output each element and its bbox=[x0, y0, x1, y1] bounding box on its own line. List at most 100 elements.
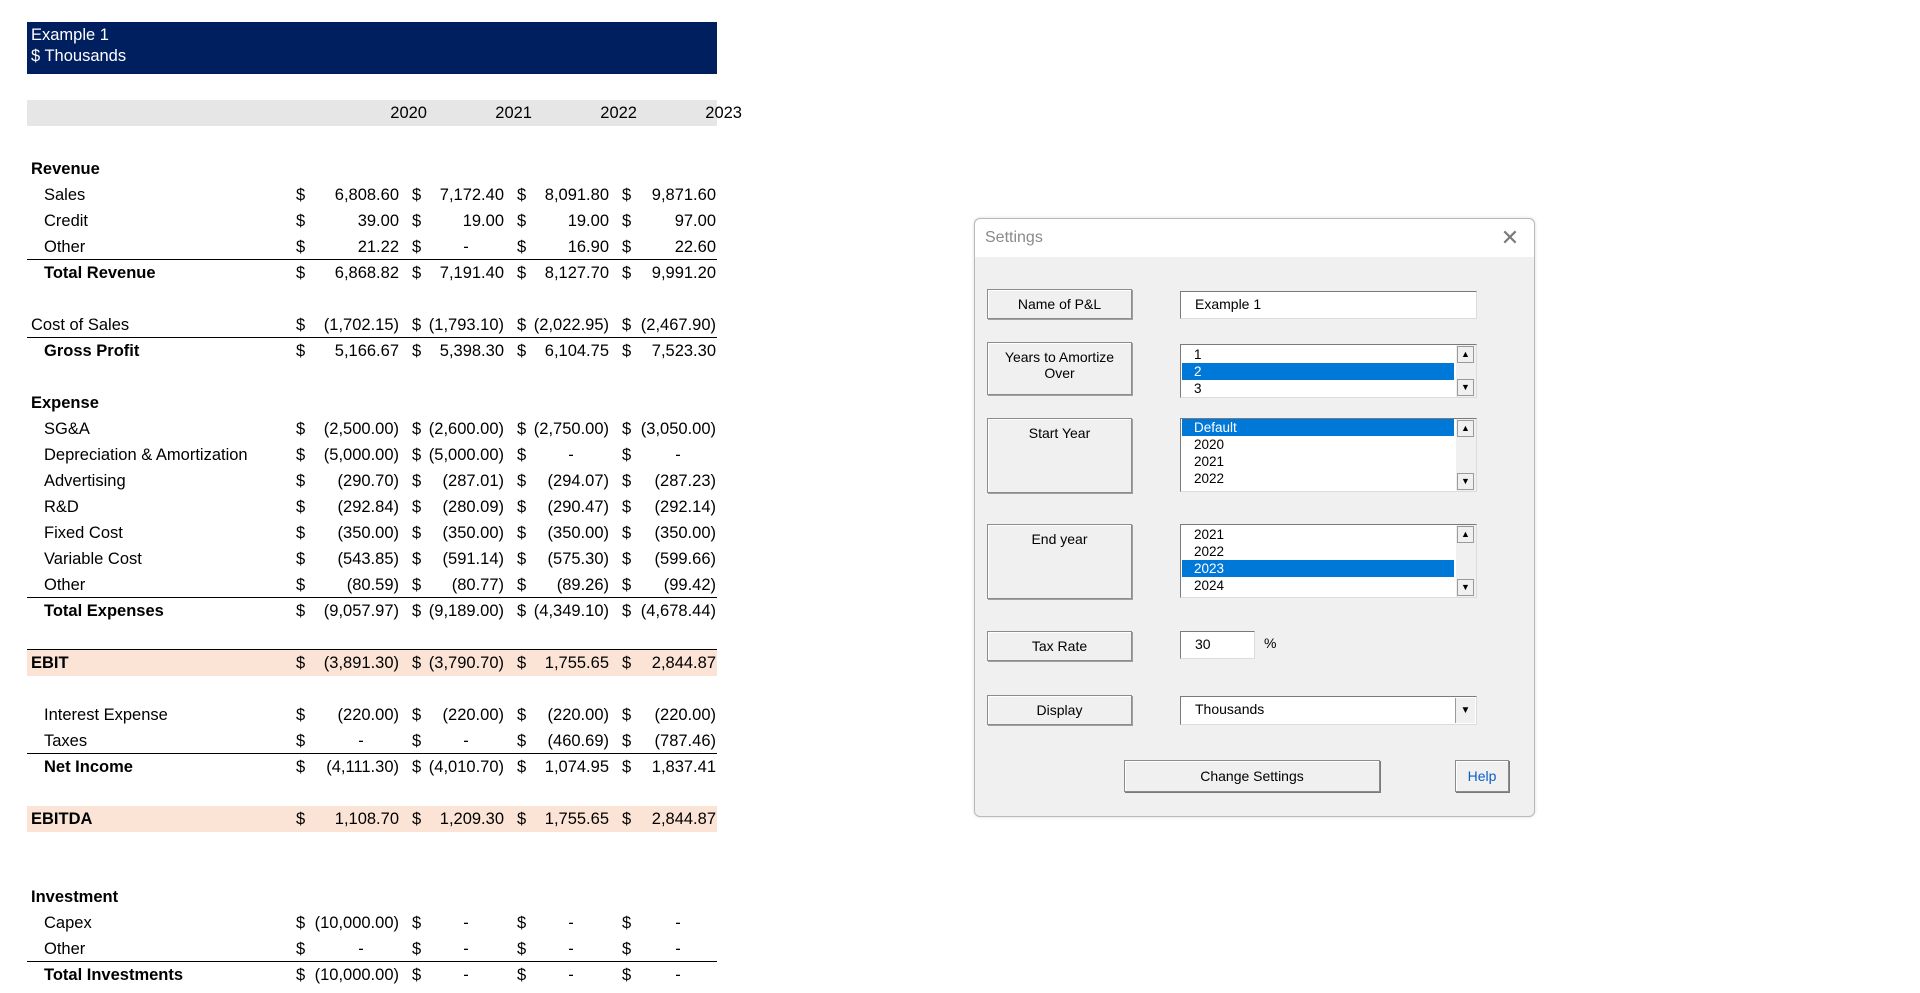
scroll-down-arrow-icon[interactable]: ▼ bbox=[1457, 579, 1474, 596]
display-value: Thousands bbox=[1195, 701, 1265, 717]
table-row: EBITDA $1,108.70 $1,209.30 $1,755.65 $2,844.… bbox=[27, 806, 717, 832]
scroll-up-arrow-icon[interactable]: ▲ bbox=[1457, 526, 1474, 543]
dropdown-arrow-icon[interactable]: ▼ bbox=[1455, 698, 1475, 723]
row-label: Total Investments bbox=[44, 966, 184, 984]
table-row: Other $ (80.59) $ (80.77) $ (89.26) $ (99.42) bbox=[27, 572, 717, 598]
year-2021: 2021 bbox=[495, 104, 532, 122]
cell-value: (3,790.70) bbox=[428, 654, 504, 672]
scroll-down-arrow-icon[interactable]: ▼ bbox=[1457, 379, 1474, 396]
currency-symbol: $ bbox=[517, 966, 527, 984]
list-item[interactable]: 2022 bbox=[1194, 544, 1225, 559]
currency-symbol: $ bbox=[296, 706, 306, 724]
currency-symbol: $ bbox=[412, 732, 422, 750]
cell-value: (292.14) bbox=[654, 498, 716, 516]
currency-symbol: $ bbox=[296, 342, 306, 360]
row-label: Taxes bbox=[44, 732, 88, 750]
display-label: Display bbox=[987, 695, 1132, 725]
currency-symbol: $ bbox=[622, 446, 632, 464]
row-label: Cost of Sales bbox=[31, 316, 130, 334]
currency-symbol: $ bbox=[517, 654, 527, 672]
tax-rate-input[interactable]: 30 bbox=[1180, 631, 1255, 659]
close-icon[interactable]: ✕ bbox=[1500, 225, 1520, 250]
cell-value: 9,991.20 bbox=[651, 264, 716, 282]
list-item[interactable]: 2022 bbox=[1194, 471, 1225, 486]
list-item[interactable]: 2 bbox=[1182, 363, 1454, 380]
cell-value: (290.47) bbox=[547, 498, 609, 516]
cell-value: 21.22 bbox=[357, 238, 399, 256]
settings-dialog: Settings ✕ Name of P&L Example 1 Years t… bbox=[974, 218, 1535, 817]
row-label: Capex bbox=[44, 914, 92, 932]
cell-value: 1,108.70 bbox=[334, 810, 399, 828]
currency-symbol: $ bbox=[517, 758, 527, 776]
table-row: Variable Cost $ (543.85) $ (591.14) $ (575.30)… bbox=[27, 546, 717, 572]
cell-value: 2,844.87 bbox=[651, 810, 716, 828]
cell-value: - bbox=[463, 914, 469, 932]
currency-symbol: $ bbox=[622, 498, 632, 516]
currency-symbol: $ bbox=[412, 810, 422, 828]
row-label: Credit bbox=[44, 212, 89, 230]
section-header: Expense bbox=[27, 390, 717, 416]
table-row: Advertising $ (290.70) $ (287.01) $ (294.07) $ (… bbox=[27, 468, 717, 494]
end-year-scrollbar[interactable]: ▲ ▼ bbox=[1456, 525, 1476, 597]
currency-symbol: $ bbox=[517, 186, 527, 204]
cell-value: 7,191.40 bbox=[439, 264, 504, 282]
list-item[interactable]: Default bbox=[1182, 419, 1454, 436]
currency-symbol: $ bbox=[412, 186, 422, 204]
list-item[interactable]: 3 bbox=[1194, 381, 1202, 396]
scroll-up-arrow-icon[interactable]: ▲ bbox=[1457, 346, 1474, 363]
currency-symbol: $ bbox=[412, 498, 422, 516]
list-item[interactable]: 2021 bbox=[1194, 527, 1225, 542]
cell-value: (3,050.00) bbox=[640, 420, 716, 438]
cell-value: - bbox=[358, 732, 364, 750]
list-item[interactable]: 2023 bbox=[1182, 560, 1454, 577]
table-row: Net Income $ (4,111.30) $ (4,010.70) $1,074.9… bbox=[27, 753, 717, 780]
start-year-listbox[interactable]: 2022 2021 2020 Default ▲ ▼ bbox=[1180, 418, 1477, 492]
cell-value: - bbox=[675, 446, 681, 464]
end-year-listbox[interactable]: 2024 2023 2022 2021 ▲ ▼ bbox=[1180, 524, 1477, 598]
change-settings-button[interactable]: Change Settings bbox=[1124, 760, 1380, 792]
currency-symbol: $ bbox=[517, 602, 527, 620]
display-combobox[interactable]: Thousands ▼ bbox=[1180, 696, 1477, 725]
cell-value: (1,702.15) bbox=[323, 316, 399, 334]
scroll-down-arrow-icon[interactable]: ▼ bbox=[1457, 473, 1474, 490]
currency-symbol: $ bbox=[622, 264, 632, 282]
table-row: Interest Expense $ (220.00) $ (220.00) $ (220.… bbox=[27, 702, 717, 728]
cell-value: (80.59) bbox=[346, 576, 399, 594]
currency-symbol: $ bbox=[412, 342, 422, 360]
currency-symbol: $ bbox=[412, 758, 422, 776]
cell-value: 97.00 bbox=[674, 212, 716, 230]
year-2023: 2023 bbox=[705, 104, 742, 122]
row-label: Variable Cost bbox=[44, 550, 142, 568]
cell-value: (2,467.90) bbox=[640, 316, 716, 334]
list-item[interactable]: 1 bbox=[1194, 347, 1202, 362]
cell-value: (4,010.70) bbox=[428, 758, 504, 776]
cell-value: (460.69) bbox=[547, 732, 609, 750]
currency-symbol: $ bbox=[296, 316, 306, 334]
help-button[interactable]: Help bbox=[1455, 760, 1509, 792]
tax-rate-value: 30 bbox=[1195, 636, 1211, 652]
years-scrollbar[interactable]: ▲ ▼ bbox=[1456, 345, 1476, 397]
name-of-pl-input[interactable]: Example 1 bbox=[1180, 291, 1477, 319]
list-item[interactable]: 2021 bbox=[1194, 454, 1225, 469]
table-row: Total Revenue $6,868.82 $7,191.40 $8,127.70… bbox=[27, 259, 717, 286]
list-item[interactable]: 2020 bbox=[1194, 437, 1225, 452]
currency-symbol: $ bbox=[517, 212, 527, 230]
currency-symbol: $ bbox=[296, 238, 306, 256]
currency-symbol: $ bbox=[622, 706, 632, 724]
cell-value: 8,091.80 bbox=[544, 186, 609, 204]
currency-symbol: $ bbox=[517, 446, 527, 464]
row-label: R&D bbox=[44, 498, 79, 516]
currency-symbol: $ bbox=[622, 576, 632, 594]
year-2022: 2022 bbox=[600, 104, 637, 122]
cell-value: - bbox=[675, 966, 681, 984]
cell-value: - bbox=[675, 914, 681, 932]
cell-value: - bbox=[358, 940, 364, 958]
currency-symbol: $ bbox=[296, 602, 306, 620]
start-year-scrollbar[interactable]: ▲ ▼ bbox=[1456, 419, 1476, 491]
cell-value: (3,891.30) bbox=[323, 654, 399, 672]
currency-symbol: $ bbox=[517, 524, 527, 542]
table-row: Taxes $ - $ - $ (460.69) $ (787.46) bbox=[27, 728, 717, 754]
list-item[interactable]: 2024 bbox=[1194, 578, 1225, 593]
scroll-up-arrow-icon[interactable]: ▲ bbox=[1457, 420, 1474, 437]
